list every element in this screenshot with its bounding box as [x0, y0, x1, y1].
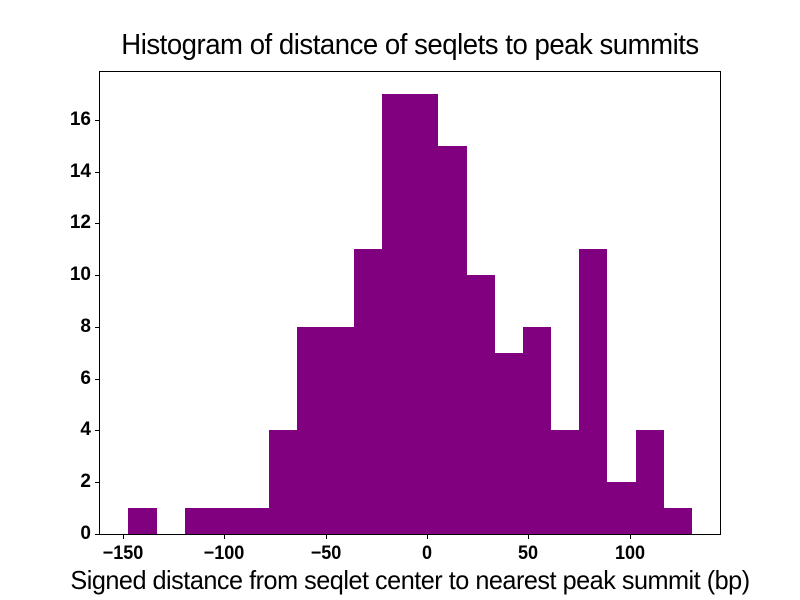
chart-title: Histogram of distance of seqlets to peak… [121, 29, 699, 61]
x-tick-label: 100 [614, 543, 646, 564]
y-tick-label: 16 [69, 109, 91, 130]
histogram-bar [551, 430, 579, 534]
y-tick-mark [95, 534, 99, 535]
histogram-bar [523, 327, 551, 534]
x-tick-mark [528, 535, 529, 539]
y-tick-label: 2 [80, 471, 91, 492]
x-tick-label: 50 [517, 543, 539, 564]
y-tick-mark [95, 379, 99, 380]
histogram-bar [607, 482, 636, 534]
histogram-bar [213, 508, 241, 534]
histogram-bar [326, 327, 354, 534]
y-tick-mark [95, 482, 99, 483]
y-tick-mark [95, 120, 99, 121]
histogram-bar [185, 508, 213, 534]
y-tick-label: 0 [80, 523, 91, 544]
y-tick-mark [95, 430, 99, 431]
y-tick-label: 10 [69, 264, 91, 285]
y-tick-label: 8 [80, 316, 91, 337]
histogram-bar [495, 353, 523, 534]
histogram-bar [354, 249, 382, 534]
x-tick-mark [123, 535, 124, 539]
y-tick-label: 6 [80, 368, 91, 389]
x-tick-label: −100 [203, 543, 245, 564]
histogram-bar [128, 508, 157, 534]
y-tick-mark [95, 327, 99, 328]
histogram-bar [664, 508, 692, 534]
histogram-bar [636, 430, 664, 534]
y-tick-label: 12 [69, 212, 91, 233]
x-tick-label: −50 [310, 543, 342, 564]
plot-area [100, 72, 720, 534]
x-tick-mark [224, 535, 225, 539]
y-tick-mark [95, 172, 99, 173]
histogram-bar [297, 327, 326, 534]
y-tick-mark [95, 275, 99, 276]
bars-layer [100, 72, 720, 534]
histogram-bar [241, 508, 269, 534]
histogram-bar [579, 249, 607, 534]
y-tick-label: 4 [80, 419, 91, 440]
histogram-bar [438, 146, 467, 534]
histogram-bar [410, 94, 438, 534]
x-axis-label: Signed distance from seqlet center to ne… [70, 565, 750, 595]
y-tick-mark [95, 223, 99, 224]
y-tick-label: 14 [69, 161, 91, 182]
x-tick-mark [630, 535, 631, 539]
x-tick-mark [326, 535, 327, 539]
histogram-bar [269, 430, 297, 534]
histogram-bar [467, 275, 495, 534]
x-tick-label: 0 [421, 543, 433, 564]
x-tick-mark [427, 535, 428, 539]
x-tick-label: −150 [102, 543, 144, 564]
histogram-bar [382, 94, 410, 534]
